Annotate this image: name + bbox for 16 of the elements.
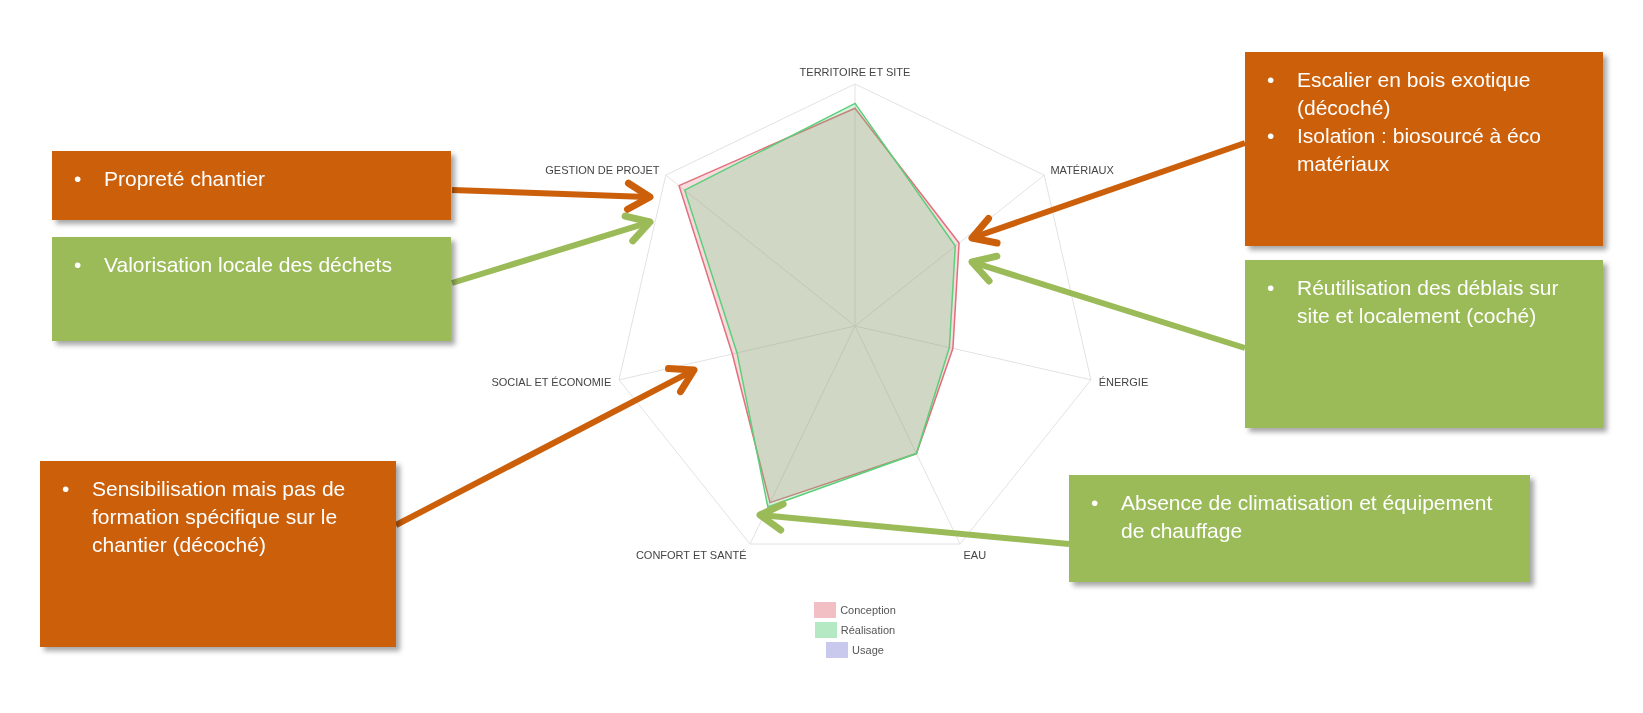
series-label: Usage (852, 644, 884, 656)
legend-label: Réalisation (840, 624, 896, 636)
text: • Escalier en bois exotique (décoché) • Isolation : biosourcé à éco matériaux (1267, 67, 1541, 175)
spoke-label: EAU (963, 549, 987, 562)
spoke-label: ÉNERGIE (1098, 375, 1149, 388)
spoke-label: CONFORT ET SANTÉ (635, 549, 747, 562)
text: • Réutilisation des déblais sur site et localement (coché) (1267, 275, 1559, 327)
spoke-label: TERRITOIRE ET SITE (799, 66, 911, 78)
text: • Valorisation locale des déchets (74, 252, 392, 278)
spoke-label: MATÉRIAUX (1050, 164, 1115, 177)
spoke-label: SOCIAL ET ÉCONOMIE (491, 375, 612, 388)
spoke-label: GESTION DE PROJET (545, 164, 660, 177)
text: • Sensibilisation mais pas de formation spécifique sur le chantier (décoché) (62, 476, 346, 556)
text: • Absence de climatisation et équipement de chauffage (1091, 490, 1493, 542)
text: • Propreté chantier (74, 166, 266, 192)
legend-label: Conception (840, 604, 896, 616)
